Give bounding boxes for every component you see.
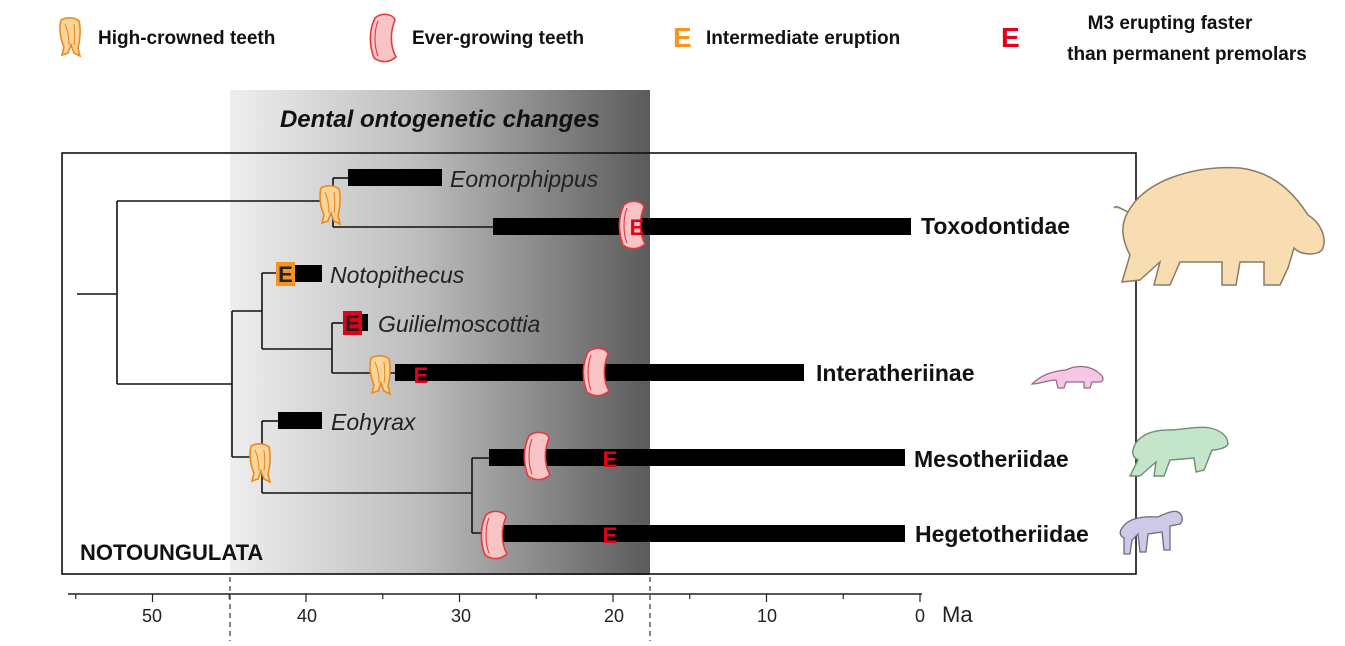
interathere-silhouette-icon — [1030, 365, 1104, 389]
taxon-toxodontidae: Toxodontidae — [921, 213, 1070, 239]
svg-text:E: E — [345, 311, 360, 336]
ever-growing-tooth-icon — [480, 510, 508, 560]
tick-label-0: 0 — [915, 606, 925, 626]
toxodont-silhouette-icon — [1113, 166, 1325, 286]
m3-eruption-marker: E — [414, 363, 429, 388]
mesothere-silhouette-icon — [1128, 426, 1229, 477]
phylogeny-tree — [77, 177, 495, 534]
bar-eohyrax — [278, 412, 322, 429]
m3-eruption-marker: E — [603, 523, 618, 548]
dental-markers: E E E E E E — [249, 185, 646, 560]
bar-mesotheriidae — [489, 449, 905, 466]
animal-silhouettes — [1030, 166, 1325, 555]
taxon-eomorphippus: Eomorphippus — [450, 166, 599, 192]
taxon-notopithecus: Notopithecus — [330, 262, 465, 288]
m3-eruption-marker: E — [603, 447, 618, 472]
legend-m3-line1: M3 erupting faster — [1088, 13, 1253, 34]
tick-label-10: 10 — [757, 606, 777, 626]
taxon-interatheriinae: Interatheriinae — [816, 360, 975, 386]
taxon-guilielmoscottia: Guilielmoscottia — [378, 311, 540, 337]
range-bars — [278, 169, 911, 542]
taxon-eohyrax: Eohyrax — [331, 409, 417, 435]
tick-label-40: 40 — [297, 606, 317, 626]
tick-labels: 50 40 30 20 10 0 — [142, 606, 925, 626]
group-label: NOTOUNGULATA — [80, 540, 263, 565]
legend-intermediate-label: Intermediate eruption — [706, 28, 900, 49]
tick-label-30: 30 — [451, 606, 471, 626]
high-crowned-tooth-icon — [59, 17, 81, 57]
taxon-mesotheriidae: Mesotheriidae — [914, 446, 1069, 472]
bar-eomorphippus — [348, 169, 442, 186]
time-axis: 50 40 30 20 10 0 Ma — [68, 577, 973, 641]
legend-ever-growing-label: Ever-growing teeth — [412, 28, 584, 49]
intermediate-eruption-e-icon: E — [673, 22, 692, 53]
legend: High-crowned teeth Ever-growing teeth E … — [59, 13, 1307, 65]
bar-toxodontidae — [493, 218, 911, 235]
tick-label-50: 50 — [142, 606, 162, 626]
ever-growing-tooth-icon — [523, 431, 551, 481]
taxon-labels: Eomorphippus Toxodontidae Notopithecus G… — [80, 166, 1089, 565]
bar-hegetotheriidae — [495, 525, 905, 542]
axis-unit: Ma — [942, 602, 973, 627]
panel-title: Dental ontogenetic changes — [280, 106, 600, 133]
legend-m3-line2: than permanent premolars — [1067, 44, 1307, 65]
ever-growing-tooth-icon — [369, 13, 397, 63]
tree-frame — [61, 152, 1137, 575]
ever-growing-tooth-icon — [582, 347, 610, 397]
m3-eruption-marker: E — [343, 311, 362, 336]
intermediate-eruption-marker: E — [276, 262, 295, 287]
taxon-hegetotheriidae: Hegetotheriidae — [915, 521, 1089, 547]
m3-eruption-marker: E — [630, 215, 645, 240]
legend-high-crowned-label: High-crowned teeth — [98, 28, 275, 49]
tick-label-20: 20 — [604, 606, 624, 626]
m3-eruption-e-icon: E — [1001, 22, 1020, 53]
hegetothere-silhouette-icon — [1119, 510, 1183, 555]
svg-text:E: E — [278, 262, 293, 287]
